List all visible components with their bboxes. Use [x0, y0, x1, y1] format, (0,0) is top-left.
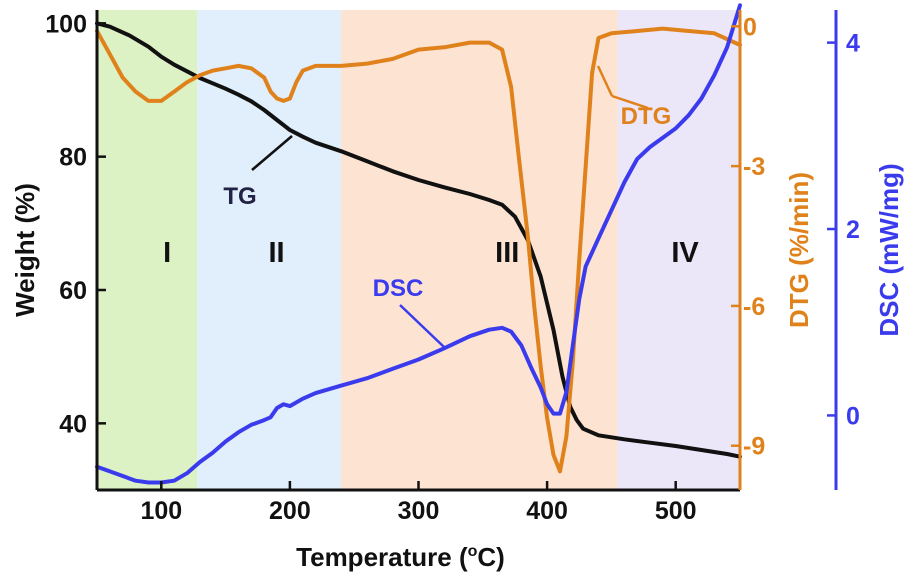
x-tick-label: 500: [655, 497, 697, 525]
dtg-tick-label: -9: [743, 433, 765, 461]
weight-tick-label: 60: [59, 277, 87, 305]
dtg-label: DTG: [621, 103, 672, 130]
data-series: [95, 3, 742, 485]
dsc-tick-label: 4: [846, 30, 860, 58]
tg-leader-line: [251, 135, 293, 171]
dsc-tick-label: 2: [846, 216, 860, 244]
dsc-label: DSC: [373, 275, 424, 302]
dtg-axis-title: DTG (%/min): [784, 172, 814, 328]
x-axis-title: Temperature (oC): [296, 542, 505, 572]
weight-axis-title: Weight (%): [10, 183, 40, 317]
x-tick-label: 100: [140, 497, 182, 525]
region-ii-label: II: [268, 237, 284, 269]
region-i-band: [97, 10, 198, 490]
dtg-tick-label: -6: [743, 293, 765, 321]
dtg-tick-label: 0: [743, 13, 757, 41]
dtg-series-line: [95, 26, 742, 474]
weight-tick-label: 80: [59, 144, 87, 172]
dtg-leader-line: [611, 94, 649, 110]
x-tick-label: 300: [398, 497, 440, 525]
weight-tick-label: 100: [45, 10, 87, 38]
weight-tick-label: 40: [59, 410, 87, 438]
x-axis-title-main: Temperature (: [296, 542, 468, 572]
tg-series-line: [95, 21, 742, 459]
x-axis-title-unit: C): [477, 542, 504, 572]
dtg-tick-label: -3: [743, 153, 765, 181]
x-axis-title-degree: o: [468, 543, 478, 560]
axis-ticks: 100 200 300 400 500 40 60 80 100 0 -3 -6 -9 0 2 4: [45, 10, 860, 525]
region-i-label: I: [163, 237, 171, 269]
temperature-regions: [97, 10, 740, 490]
x-tick-label: 400: [526, 497, 568, 525]
dsc-leader-line: [399, 304, 445, 348]
dsc-axis-title: DSC (mW/mg): [874, 163, 904, 336]
region-iii-label: III: [495, 237, 519, 269]
region-iv-label: IV: [671, 237, 699, 269]
x-tick-label: 200: [269, 497, 311, 525]
dsc-series-line: [95, 3, 742, 485]
dtg-leader-line-upper: [596, 65, 614, 97]
region-iv-band: [617, 10, 740, 490]
tg-label: TG: [223, 183, 256, 210]
dsc-tick-label: 0: [846, 402, 860, 430]
